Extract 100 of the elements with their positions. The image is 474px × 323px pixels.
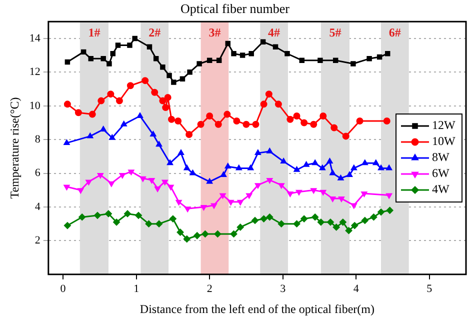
point bbox=[64, 184, 70, 190]
point bbox=[252, 120, 260, 128]
point bbox=[266, 178, 273, 184]
point bbox=[310, 120, 318, 128]
point bbox=[386, 193, 392, 199]
point bbox=[153, 56, 159, 62]
point bbox=[106, 61, 112, 66]
point bbox=[190, 170, 196, 176]
point bbox=[260, 100, 268, 108]
point bbox=[386, 164, 392, 170]
point bbox=[100, 56, 106, 62]
point bbox=[159, 97, 166, 104]
point bbox=[310, 188, 317, 194]
point bbox=[384, 51, 390, 56]
point bbox=[206, 58, 212, 63]
point bbox=[186, 131, 193, 138]
point bbox=[86, 180, 92, 186]
point bbox=[200, 204, 207, 210]
point bbox=[107, 90, 114, 98]
point bbox=[246, 193, 252, 199]
point bbox=[176, 228, 184, 236]
point bbox=[88, 56, 94, 62]
point bbox=[140, 176, 146, 182]
point bbox=[135, 212, 142, 219]
point bbox=[109, 134, 116, 140]
point bbox=[230, 230, 238, 238]
point bbox=[332, 58, 338, 63]
point bbox=[184, 206, 191, 212]
point bbox=[151, 88, 158, 96]
point bbox=[78, 188, 84, 194]
point bbox=[293, 112, 300, 120]
point bbox=[180, 76, 186, 82]
band-label: 4# bbox=[268, 26, 280, 40]
point bbox=[224, 163, 231, 169]
point bbox=[176, 200, 182, 206]
point bbox=[168, 116, 175, 123]
point bbox=[248, 51, 254, 56]
point bbox=[293, 220, 300, 228]
x-tick-label: 0 bbox=[60, 282, 66, 295]
point bbox=[115, 42, 121, 48]
y-axis-title: Temperature rise(°C) bbox=[7, 97, 22, 199]
point bbox=[296, 190, 302, 196]
x-axis-title: Distance from the left end of the optical fiber(m) bbox=[140, 302, 374, 316]
point bbox=[233, 118, 240, 125]
band-label: 3# bbox=[208, 26, 221, 40]
point bbox=[260, 215, 268, 222]
point bbox=[350, 61, 356, 66]
point bbox=[330, 124, 338, 132]
point bbox=[378, 208, 385, 216]
point bbox=[361, 192, 368, 198]
point bbox=[214, 120, 222, 128]
point bbox=[100, 126, 106, 132]
point bbox=[120, 120, 127, 126]
point bbox=[104, 210, 112, 218]
y-tick-label: 6 bbox=[34, 167, 41, 180]
point bbox=[248, 164, 254, 170]
point bbox=[242, 120, 250, 128]
point bbox=[162, 180, 168, 186]
point bbox=[366, 56, 372, 62]
point bbox=[224, 110, 231, 118]
point bbox=[119, 172, 126, 178]
point bbox=[210, 203, 218, 209]
x-tick-label: 3 bbox=[280, 282, 286, 295]
point bbox=[254, 150, 262, 156]
point bbox=[74, 109, 82, 116]
band-label: 2# bbox=[148, 26, 161, 40]
point bbox=[142, 77, 149, 84]
point bbox=[356, 118, 364, 125]
point bbox=[312, 160, 318, 166]
band-label: 5# bbox=[329, 26, 342, 40]
point bbox=[240, 52, 246, 58]
point bbox=[265, 90, 272, 98]
point bbox=[64, 222, 71, 230]
point bbox=[194, 232, 201, 240]
point bbox=[168, 184, 174, 190]
point bbox=[339, 218, 346, 226]
point bbox=[300, 119, 308, 126]
point bbox=[174, 118, 182, 125]
point bbox=[160, 64, 166, 70]
point bbox=[97, 172, 104, 178]
point bbox=[98, 97, 105, 104]
point bbox=[166, 72, 172, 78]
point bbox=[318, 58, 323, 63]
legend-label: 8W bbox=[432, 150, 450, 164]
point bbox=[362, 160, 368, 166]
point bbox=[171, 80, 176, 85]
point bbox=[216, 58, 222, 63]
x-tick-label: 5 bbox=[426, 282, 433, 295]
point bbox=[376, 54, 382, 60]
point bbox=[294, 166, 300, 172]
point bbox=[154, 186, 161, 192]
point bbox=[88, 110, 96, 118]
point bbox=[342, 132, 350, 140]
point bbox=[183, 236, 190, 243]
point bbox=[278, 220, 285, 228]
point bbox=[236, 224, 244, 231]
point bbox=[124, 210, 132, 218]
point bbox=[116, 97, 123, 104]
point bbox=[206, 178, 213, 184]
point bbox=[274, 100, 282, 108]
